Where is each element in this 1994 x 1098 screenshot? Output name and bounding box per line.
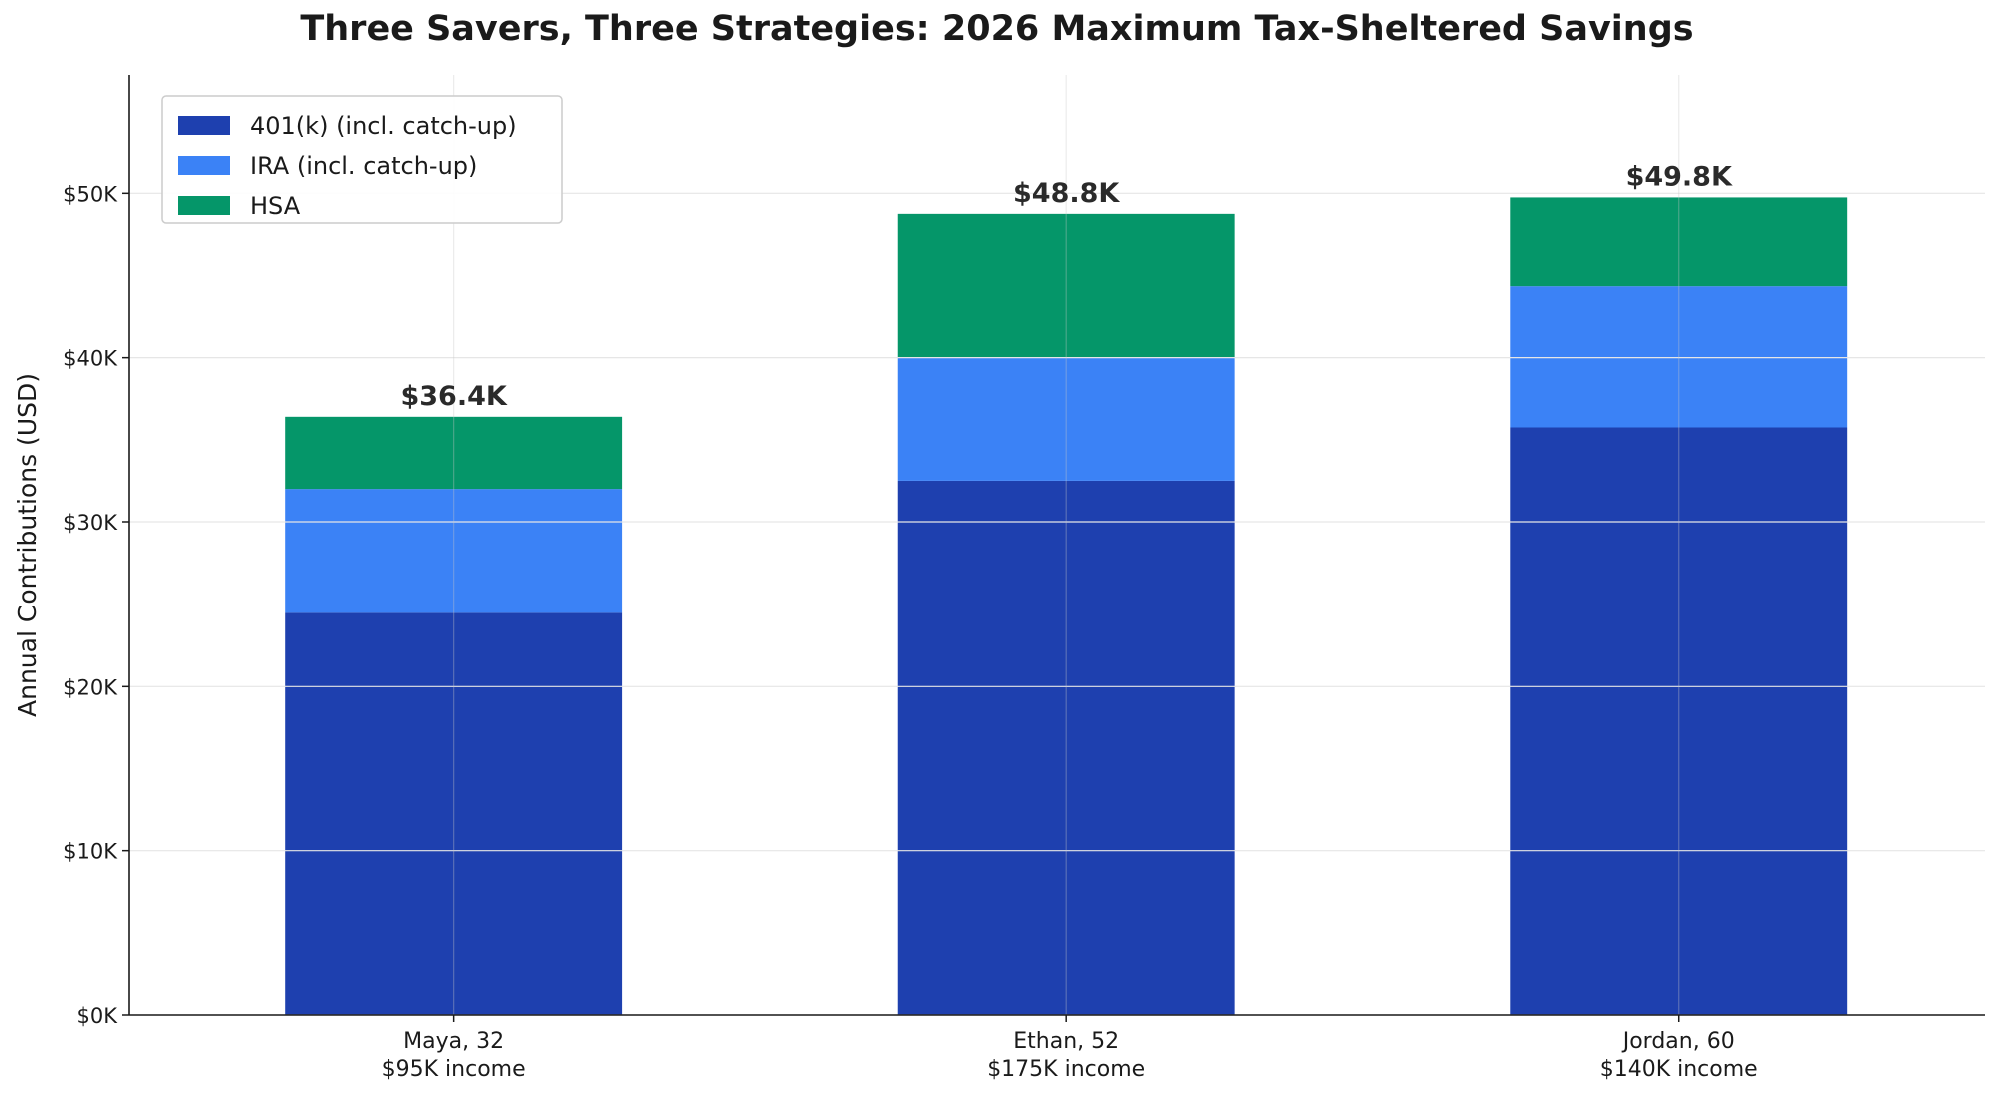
bar-segment [285, 612, 623, 1015]
y-tick-label: $10K [63, 840, 118, 864]
total-label: $36.4K [400, 381, 507, 412]
y-tick-label: $30K [63, 511, 118, 535]
legend: 401(k) (incl. catch-up) IRA (incl. catch-… [161, 95, 563, 224]
y-tick-label: $0K [77, 1004, 119, 1028]
total-label: $49.8K [1626, 161, 1733, 192]
bar-segment [285, 416, 623, 490]
x-tick-sublabel: $140K income [1600, 1057, 1758, 1082]
legend-box [161, 95, 563, 224]
x-tick-sublabel: $95K income [382, 1057, 526, 1082]
x-tick-label: Maya, 32 [403, 1029, 504, 1054]
legend-label: IRA (incl. catch-up) [250, 152, 477, 180]
legend-swatch [178, 196, 230, 215]
labels: $0K $10K $20K $30K $40K $50K Maya, 32 $95K inco… [63, 161, 1758, 1082]
x-tick-sublabel: $175K income [987, 1057, 1145, 1082]
bar-segment [1510, 286, 1848, 428]
legend-swatch [178, 156, 230, 175]
x-tick-label: Jordan, 60 [1621, 1029, 1735, 1054]
legend-swatch [178, 116, 230, 135]
bar-segment [897, 357, 1235, 481]
bar-segment [1510, 427, 1848, 1015]
total-label: $48.8K [1013, 178, 1120, 209]
legend-label: HSA [250, 192, 301, 220]
y-axis-label: Annual Contributions (USD) [13, 373, 42, 717]
x-tick-label: Ethan, 52 [1013, 1029, 1119, 1054]
legend-label: 401(k) (incl. catch-up) [250, 112, 517, 140]
y-tick-label: $40K [63, 347, 118, 371]
bar-segment [897, 213, 1235, 358]
bars [285, 197, 1848, 1016]
chart-title: Three Savers, Three Strategies: 2026 Max… [300, 9, 1693, 49]
bar-segment [1510, 197, 1848, 287]
y-tick-label: $50K [63, 182, 118, 206]
axes [122, 75, 1985, 1022]
bar-segment [897, 480, 1235, 1016]
bar-segment [285, 489, 623, 613]
y-tick-label: $20K [63, 675, 118, 699]
